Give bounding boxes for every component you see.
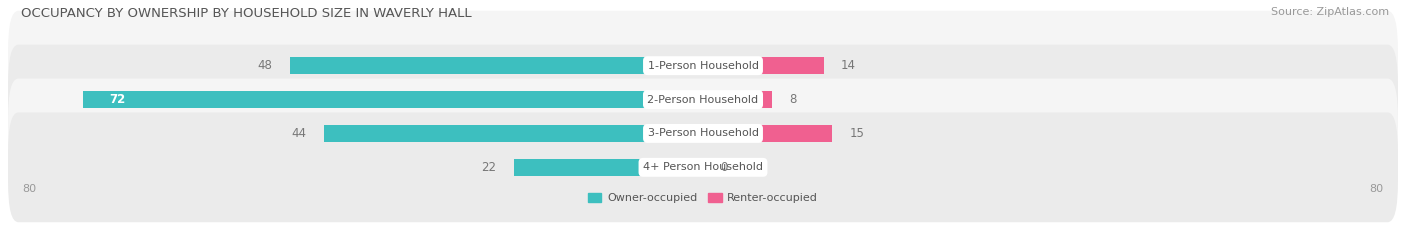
FancyBboxPatch shape [8,45,1398,154]
Bar [703,91,772,108]
Text: Source: ZipAtlas.com: Source: ZipAtlas.com [1271,7,1389,17]
Text: 15: 15 [849,127,865,140]
Bar [703,125,832,142]
Text: 14: 14 [841,59,856,72]
Bar [513,158,703,176]
Text: OCCUPANCY BY OWNERSHIP BY HOUSEHOLD SIZE IN WAVERLY HALL: OCCUPANCY BY OWNERSHIP BY HOUSEHOLD SIZE… [21,7,472,20]
FancyBboxPatch shape [8,11,1398,120]
Bar [290,57,703,75]
FancyBboxPatch shape [8,79,1398,188]
Text: 80: 80 [1369,184,1384,194]
Text: 22: 22 [481,161,496,174]
Text: 8: 8 [789,93,796,106]
Text: 1-Person Household: 1-Person Household [648,61,758,71]
FancyBboxPatch shape [8,113,1398,222]
Text: 48: 48 [257,59,273,72]
Bar [83,91,703,108]
Text: 2-Person Household: 2-Person Household [647,95,759,105]
Text: 80: 80 [22,184,37,194]
Legend: Owner-occupied, Renter-occupied: Owner-occupied, Renter-occupied [588,193,818,203]
Text: 0: 0 [720,161,727,174]
Text: 3-Person Household: 3-Person Household [648,128,758,138]
Text: 4+ Person Household: 4+ Person Household [643,162,763,172]
Text: 72: 72 [108,93,125,106]
Bar [703,57,824,75]
Bar [323,125,703,142]
Text: 44: 44 [292,127,307,140]
